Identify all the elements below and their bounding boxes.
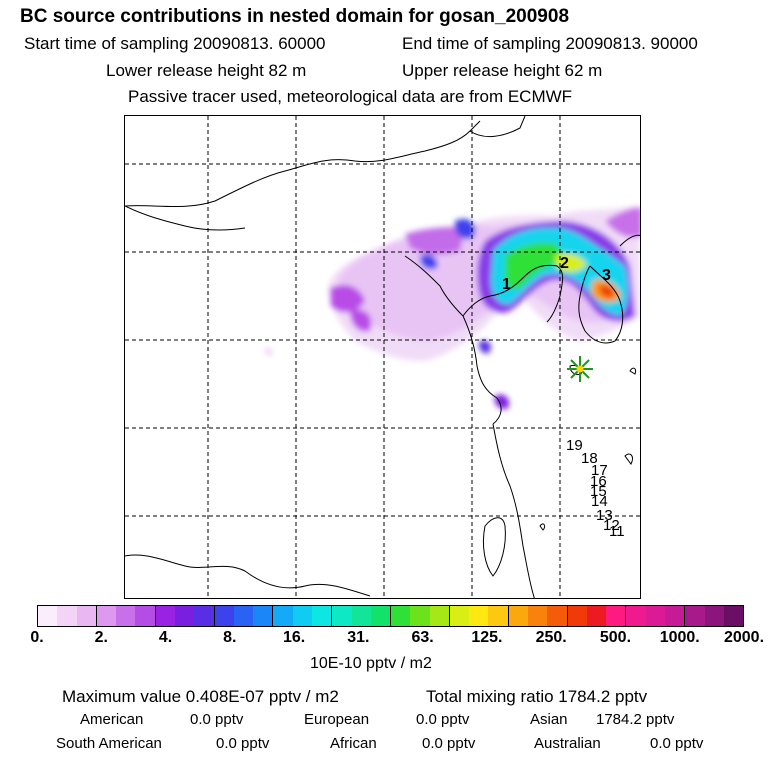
- color-scale-tick-label: 125.: [471, 629, 503, 646]
- color-scale-tick-label: 4.: [158, 629, 173, 646]
- coastlines: [125, 116, 640, 598]
- color-scale-segment: [135, 606, 156, 626]
- color-scale-segment: [586, 606, 607, 626]
- color-scale-tick-label: 500.: [599, 629, 632, 646]
- color-scale-tick-label: 2000.: [723, 629, 765, 646]
- color-scale-segment: [38, 606, 58, 626]
- lat-lon-grid: [125, 116, 640, 598]
- color-scale-segment: [214, 606, 234, 626]
- african-value: 0.0 pptv: [422, 735, 476, 752]
- color-scale-segment: [155, 606, 175, 626]
- tracer-info: Passive tracer used, meteorological data…: [128, 87, 573, 106]
- color-scale-segment: [704, 606, 724, 626]
- american-label: American: [80, 711, 144, 728]
- color-scale-segment: [233, 606, 254, 626]
- color-scale-segment: [96, 606, 117, 626]
- asian-label: Asian: [530, 711, 568, 728]
- color-scale-segment: [469, 606, 489, 626]
- color-scale-segment: [292, 606, 312, 626]
- trajectory-label: 16: [590, 473, 607, 490]
- end-time: End time of sampling 20090813. 90000: [402, 34, 698, 53]
- color-scale-segment: [528, 606, 548, 626]
- color-scale-tick-label: 2.: [94, 629, 108, 646]
- color-scale-bar: [37, 605, 744, 627]
- european-value: 0.0 pptv: [416, 711, 470, 728]
- asian-value: 1784.2 pptv: [596, 711, 675, 728]
- trajectory-label: 3: [602, 267, 611, 284]
- total-mixing-ratio: Total mixing ratio 1784.2 pptv: [426, 687, 648, 706]
- color-scale-tick-label: 0.: [30, 629, 44, 646]
- color-scale-segment: [429, 606, 450, 626]
- color-scale-unit: 10E-10 pptv / m2: [310, 655, 432, 672]
- australian-value: 0.0 pptv: [650, 735, 704, 752]
- trajectory-label: 12: [603, 517, 620, 534]
- map-title: BC source contributions in nested domain…: [20, 6, 570, 27]
- trajectory-label: 14: [591, 493, 608, 510]
- upper-release-height: Upper release height 62 m: [402, 61, 603, 80]
- color-scale-segment: [508, 606, 529, 626]
- color-scale-tick-label: 250.: [535, 629, 567, 646]
- trajectory-label: 18: [581, 450, 598, 467]
- color-scale-tick-label: 63.: [411, 629, 434, 646]
- color-scale-segment: [410, 606, 430, 626]
- concentration-field: [264, 206, 640, 410]
- trajectory-label: 1: [502, 276, 511, 293]
- color-scale-segment: [606, 606, 627, 626]
- color-scale-segment: [391, 606, 411, 626]
- color-scale-segment: [665, 606, 686, 626]
- south-american-value: 0.0 pptv: [216, 735, 270, 752]
- map-canvas: [125, 116, 640, 598]
- map-panel: 1 2 3 19 18 17 16 15 14 13 12 11: [124, 115, 641, 599]
- color-scale-segment: [76, 606, 97, 626]
- color-scale-segment: [645, 606, 665, 626]
- european-label: European: [304, 711, 370, 728]
- color-scale-segment: [370, 606, 392, 626]
- color-scale-tick-label: 1000.: [659, 629, 700, 646]
- trajectory-label: 11: [609, 523, 625, 540]
- color-scale-tick-label: 8.: [223, 629, 237, 646]
- trajectory-label: 19: [566, 437, 583, 454]
- color-scale-segment: [116, 606, 136, 626]
- maximum-value: Maximum value 0.408E-07 pptv / m2: [62, 687, 339, 706]
- start-time: Start time of sampling 20090813. 60000: [24, 34, 326, 53]
- trajectory-label: 2: [560, 255, 569, 272]
- color-scale-segment: [253, 606, 274, 626]
- african-label: African: [330, 735, 377, 752]
- american-value: 0.0 pptv: [190, 711, 244, 728]
- color-scale-segment: [723, 606, 744, 626]
- color-scale-tick-label: 16.: [282, 629, 306, 646]
- color-scale-segment: [685, 606, 705, 626]
- color-scale-segment: [311, 606, 333, 626]
- lower-release-height: Lower release height 82 m: [106, 61, 307, 80]
- trajectory-label: 13: [596, 507, 613, 524]
- australian-label: Australian: [534, 735, 601, 752]
- color-scale-segment: [626, 606, 646, 626]
- trajectory-label: 17: [591, 462, 608, 479]
- color-scale-segment: [547, 606, 568, 626]
- color-scale-segment: [174, 606, 195, 626]
- color-scale-segment: [332, 606, 352, 626]
- color-scale-segment: [351, 606, 371, 626]
- color-scale-segment: [273, 606, 293, 626]
- color-scale-segment: [194, 606, 215, 626]
- star-icon: [567, 356, 593, 382]
- south-american-label: South American: [56, 735, 162, 752]
- color-scale-segment: [449, 606, 470, 626]
- color-scale-segment: [488, 606, 509, 626]
- color-scale-tick-label: 31.: [347, 629, 370, 646]
- color-scale-segment: [57, 606, 77, 626]
- trajectory-label: 15: [590, 483, 607, 500]
- color-scale-segment: [567, 606, 587, 626]
